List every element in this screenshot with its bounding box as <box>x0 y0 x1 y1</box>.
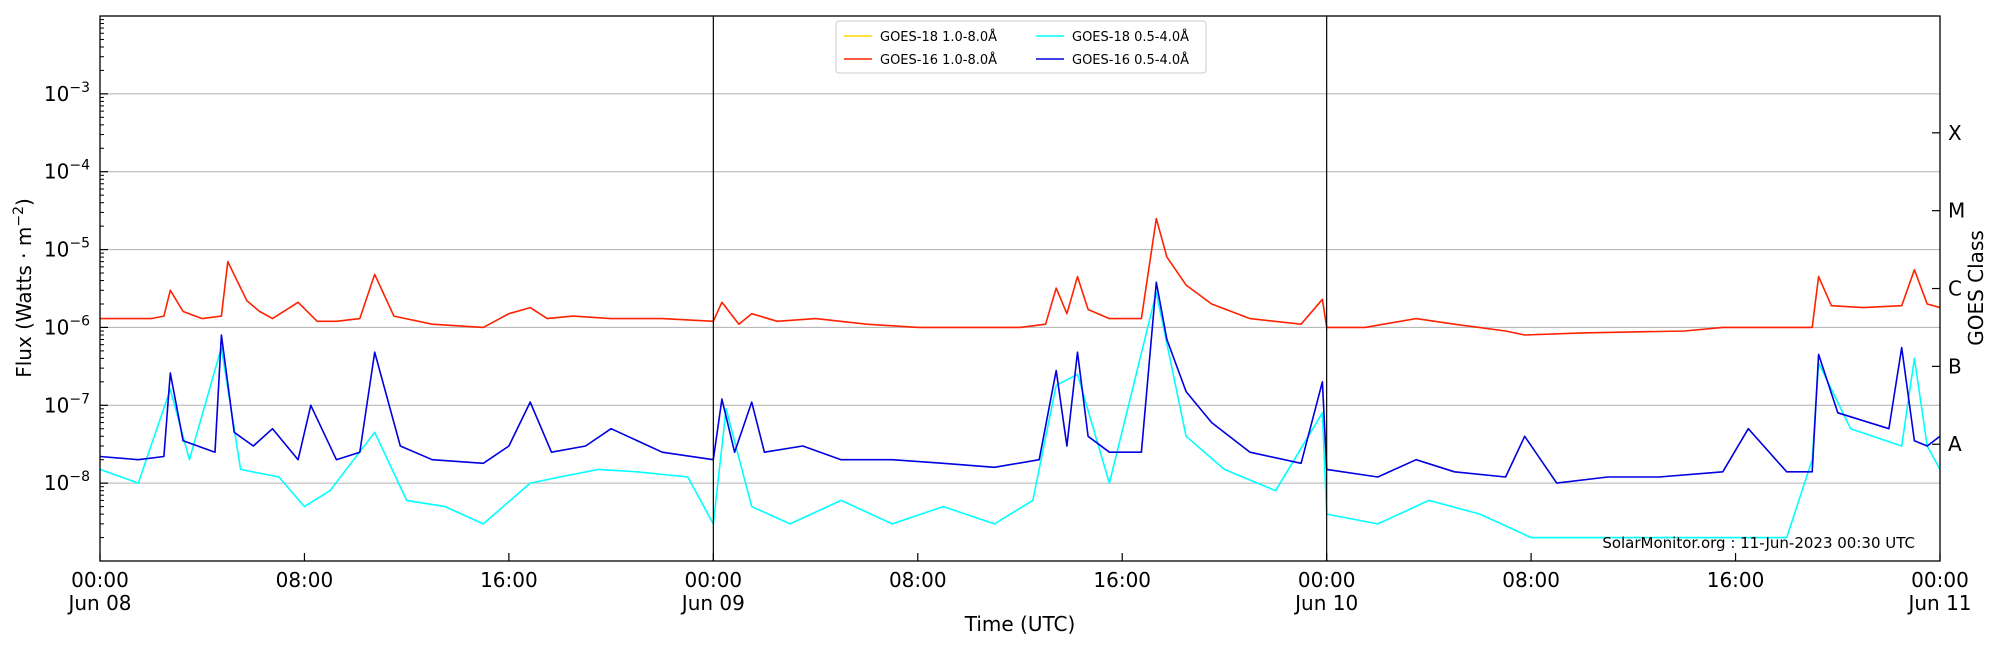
x-tick-date-label: Jun 09 <box>680 591 745 615</box>
class-label-c: C <box>1948 277 1962 301</box>
y-axis-ticks: 10−8 10−7 10−6 10−5 10−4 10−3 <box>44 19 108 539</box>
series-line-2 <box>100 291 1940 539</box>
x-tick-label: 08:00 <box>1502 568 1560 592</box>
y-tick-label: 10−5 <box>44 236 90 262</box>
x-tick-label: 16:00 <box>1707 568 1765 592</box>
class-label-x: X <box>1948 121 1962 145</box>
x-tick-date-label: Jun 08 <box>66 591 131 615</box>
x-tick-label: 00:00 <box>1911 568 1969 592</box>
class-label-a: A <box>1948 432 1962 456</box>
right-axis-title: GOES Class <box>1964 230 1988 346</box>
legend-label-goes18-short: GOES-18 0.5-4.0Å <box>1072 29 1189 45</box>
series-lines <box>100 217 1940 539</box>
y-tick-label: 10−6 <box>44 313 90 339</box>
goes-class-labels: A B C M X <box>1932 121 1965 456</box>
x-tick-label: 00:00 <box>71 568 129 592</box>
x-tick-label: 08:00 <box>889 568 947 592</box>
series-line-1 <box>100 217 1940 336</box>
legend-label-goes18-long: GOES-18 1.0-8.0Å <box>880 29 997 45</box>
y-tick-label: 10−7 <box>44 391 90 417</box>
y-axis-title: Flux (Watts · m−2) <box>11 198 36 378</box>
legend-box <box>835 20 1207 74</box>
grid-lines <box>100 93 1940 484</box>
y-tick-label: 10−3 <box>44 80 90 106</box>
x-tick-label: 16:00 <box>1093 568 1151 592</box>
source-annotation: SolarMonitor.org : 11-Jun-2023 00:30 UTC <box>1602 534 1915 552</box>
legend-label-goes16-short: GOES-16 0.5-4.0Å <box>1072 52 1189 68</box>
plot-frame <box>99 15 1941 562</box>
x-tick-label: 16:00 <box>480 568 538 592</box>
legend: GOES-18 1.0-8.0Å GOES-16 1.0-8.0Å GOES-1… <box>835 20 1207 74</box>
y-tick-label: 10−4 <box>44 158 90 184</box>
legend-label-goes16-long: GOES-16 1.0-8.0Å <box>880 52 997 68</box>
y-tick-label: 10−8 <box>44 469 90 495</box>
x-tick-date-label: Jun 10 <box>1293 591 1358 615</box>
x-tick-date-label: Jun 11 <box>1906 591 1971 615</box>
day-divider-lines <box>712 16 1328 561</box>
series-line-3 <box>100 281 1940 484</box>
x-tick-label: 00:00 <box>685 568 743 592</box>
x-axis-title: Time (UTC) <box>964 612 1076 636</box>
class-label-m: M <box>1948 199 1965 223</box>
x-tick-label: 00:00 <box>1298 568 1356 592</box>
class-label-b: B <box>1948 354 1962 378</box>
x-tick-label: 08:00 <box>276 568 334 592</box>
